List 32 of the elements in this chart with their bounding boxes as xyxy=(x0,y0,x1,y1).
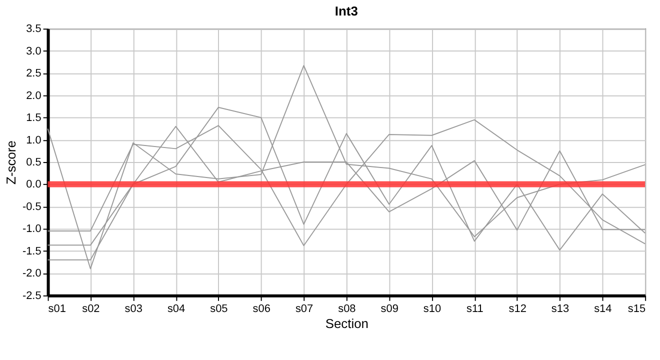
x-tick-label: s01 xyxy=(48,302,66,315)
y-tick-label: 3.5 xyxy=(26,23,42,36)
x-tick-label: s13 xyxy=(551,302,570,315)
y-tick-label: 2.0 xyxy=(26,90,42,102)
x-tick-label: s08 xyxy=(338,302,356,315)
y-tick-label: 3.0 xyxy=(26,45,42,58)
y-tick-label: 0.5 xyxy=(26,156,42,169)
x-axis-title: Section xyxy=(325,316,368,331)
x-tick-label: s12 xyxy=(508,302,526,315)
y-tick-label: -1.0 xyxy=(22,223,42,236)
y-tick-label: 1.5 xyxy=(26,112,42,124)
x-tick-label: s04 xyxy=(167,302,186,315)
y-tick-label: -0.5 xyxy=(22,200,42,213)
x-tick-label: s11 xyxy=(466,302,484,315)
y-tick-label: 2.5 xyxy=(26,68,42,80)
x-tick-label: s10 xyxy=(423,302,442,315)
y-tick-label: -2.5 xyxy=(22,290,42,302)
x-tick-label: s03 xyxy=(124,302,142,315)
y-tick-label: 0.0 xyxy=(26,178,42,191)
y-tick-label: 1.0 xyxy=(26,134,42,146)
x-tick-label: s06 xyxy=(252,302,270,315)
line-series xyxy=(47,65,646,270)
y-tick-label: -2.0 xyxy=(22,268,42,280)
x-tick-label: s07 xyxy=(295,302,314,315)
x-tick-label: s15 xyxy=(628,302,646,315)
x-tick-label: s02 xyxy=(82,302,100,315)
x-tick-label: s09 xyxy=(380,302,398,315)
chart-title: Int3 xyxy=(334,4,358,19)
x-tick-label: s05 xyxy=(210,302,228,315)
x-tick-label: s14 xyxy=(594,302,612,315)
y-tick-label: -1.5 xyxy=(22,245,42,258)
y-axis-title: Z-score xyxy=(3,140,18,184)
